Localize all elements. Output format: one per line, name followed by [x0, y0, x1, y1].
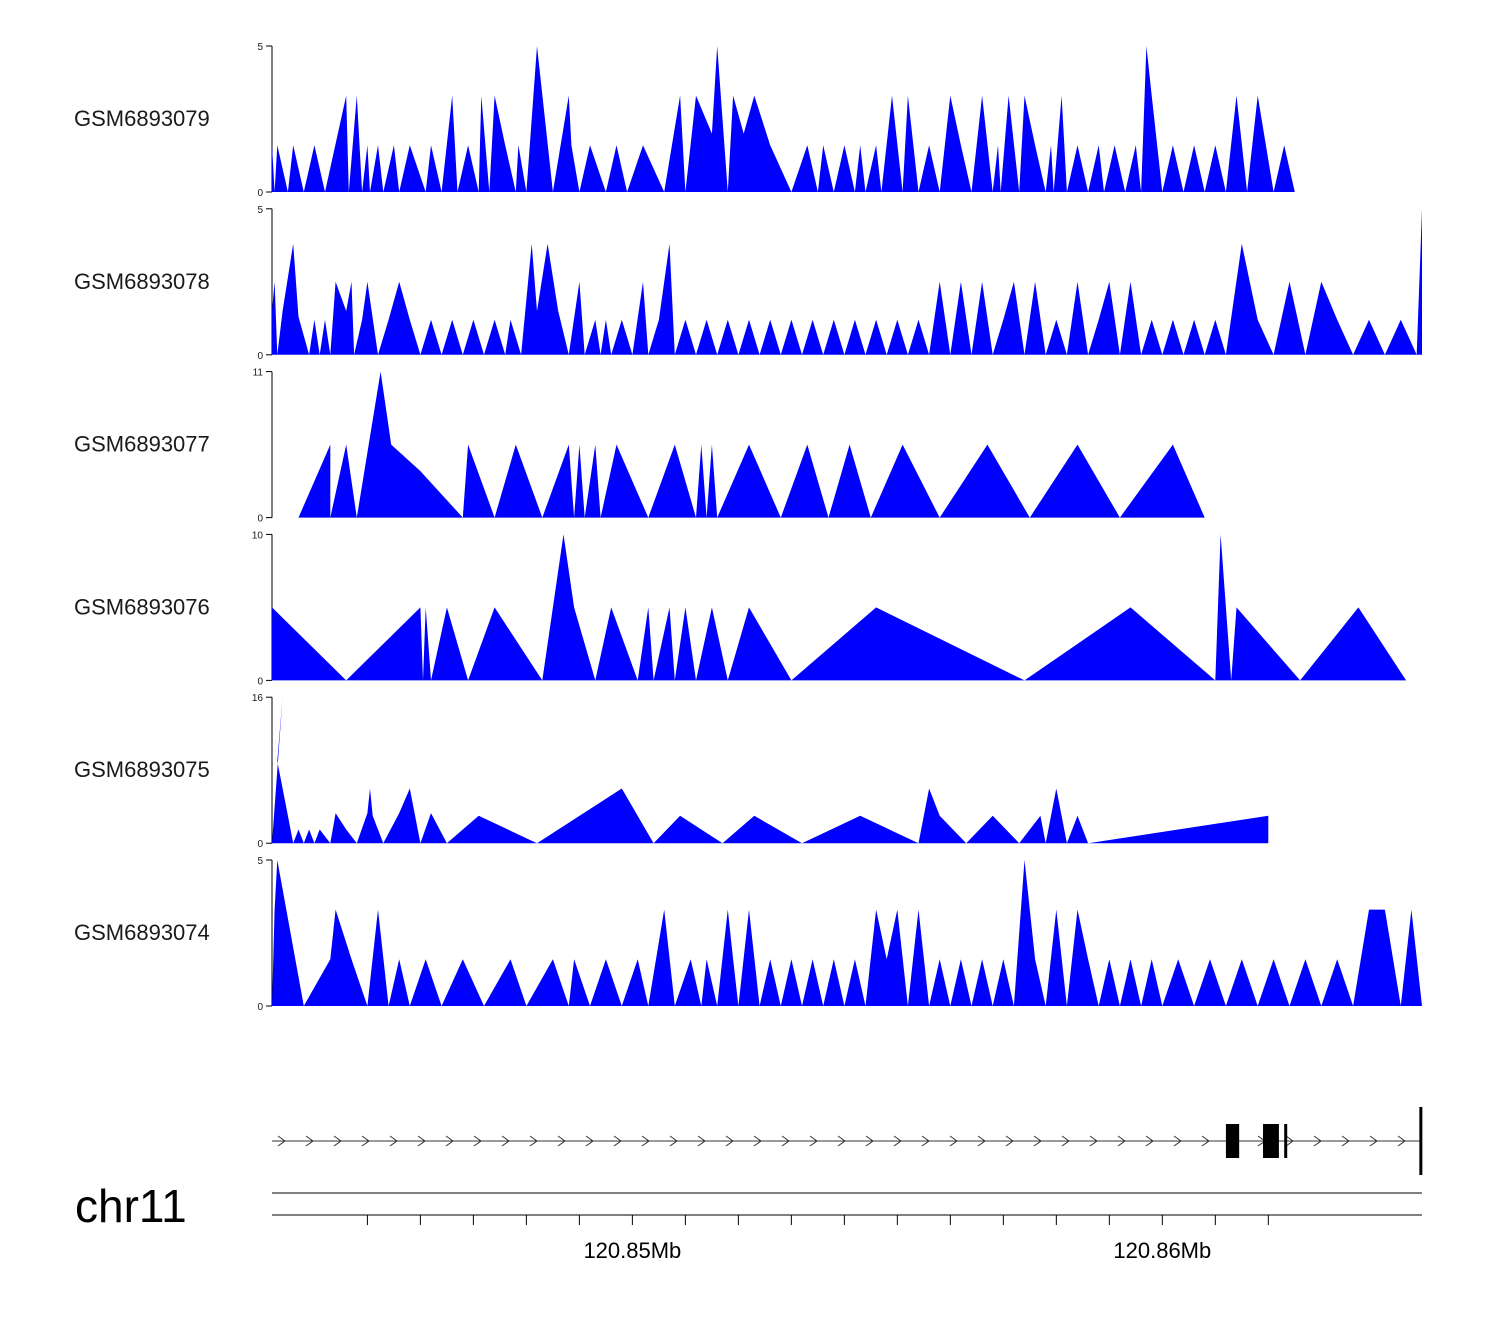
track-label: GSM6893075: [74, 757, 210, 782]
strand-arrow: [417, 1135, 426, 1147]
strand-arrow: [725, 1135, 734, 1147]
y-tick-label-min: 0: [257, 351, 263, 362]
track-GSM6893074: GSM6893074 5 0: [74, 856, 1422, 1013]
coverage-area: [272, 860, 1422, 1006]
coverage-area: [272, 534, 1407, 681]
strand-arrow: [781, 1135, 790, 1147]
strand-arrow: [893, 1135, 902, 1147]
strand-arrow: [669, 1135, 678, 1147]
coverage-area: [298, 371, 1205, 518]
y-tick-label-min: 0: [257, 676, 263, 687]
axis-tick-label: 120.85Mb: [583, 1238, 681, 1263]
y-tick-label-max: 10: [252, 530, 264, 541]
y-tick-label-max: 16: [252, 693, 264, 704]
strand-arrow: [809, 1135, 818, 1147]
strand-arrow: [529, 1135, 538, 1147]
y-tick-label-max: 5: [257, 856, 263, 867]
strand-arrow: [865, 1135, 874, 1147]
strand-arrow: [1173, 1135, 1182, 1147]
strand-arrow: [1341, 1135, 1350, 1147]
track-label: GSM6893076: [74, 594, 210, 619]
strand-arrow: [613, 1135, 622, 1147]
exon-block: [1225, 1124, 1240, 1158]
strand-arrow: [697, 1135, 706, 1147]
track-GSM6893076: GSM6893076 10 0: [74, 530, 1407, 687]
chromosome-label: chr11: [75, 1180, 187, 1232]
strand-arrow: [921, 1135, 930, 1147]
strand-arrow: [389, 1135, 398, 1147]
track-GSM6893077: GSM6893077 11 0: [74, 368, 1205, 525]
strand-arrow: [641, 1135, 650, 1147]
strand-arrow: [277, 1135, 286, 1147]
gene-model-track: [272, 1107, 1423, 1175]
strand-arrow: [1145, 1135, 1154, 1147]
genome-axis: 120.85Mb 120.86Mb: [272, 1192, 1422, 1263]
y-tick-label-min: 0: [257, 839, 263, 850]
y-tick-label-min: 0: [257, 188, 263, 199]
coverage-area: [272, 697, 1269, 844]
strand-arrow: [1089, 1135, 1098, 1147]
exon-block: [1263, 1124, 1279, 1158]
track-GSM6893075: GSM6893075 16 0: [74, 693, 1269, 850]
strand-arrow: [977, 1135, 986, 1147]
exon-block: [1284, 1124, 1288, 1158]
strand-arrow: [557, 1135, 566, 1147]
strand-arrow: [361, 1135, 370, 1147]
track-label: GSM6893077: [74, 432, 210, 457]
strand-arrow: [1005, 1135, 1014, 1147]
strand-arrow: [1285, 1135, 1294, 1147]
y-tick-label-max: 5: [257, 205, 263, 216]
exon-block: [1419, 1107, 1423, 1175]
y-tick-label-max: 11: [253, 368, 264, 379]
strand-arrow: [1033, 1135, 1042, 1147]
strand-arrow: [333, 1135, 342, 1147]
y-tick-label-max: 5: [257, 42, 263, 53]
strand-arrow: [1397, 1135, 1406, 1147]
strand-arrow: [1369, 1135, 1378, 1147]
strand-arrow: [1313, 1135, 1322, 1147]
data-tracks: GSM689307950GSM689307850GSM6893077110GSM…: [74, 42, 1422, 1013]
strand-arrow: [585, 1135, 594, 1147]
track-GSM6893078: GSM6893078 5 0: [74, 205, 1422, 362]
strand-arrow: [473, 1135, 482, 1147]
strand-arrow: [1061, 1135, 1070, 1147]
strand-arrow: [501, 1135, 510, 1147]
strand-arrow: [949, 1135, 958, 1147]
coverage-area: [272, 208, 1422, 355]
strand-arrow: [1201, 1135, 1210, 1147]
strand-arrow: [837, 1135, 846, 1147]
strand-arrow: [753, 1135, 762, 1147]
strand-arrow: [445, 1135, 454, 1147]
axis-tick-label: 120.86Mb: [1113, 1238, 1211, 1263]
track-label: GSM6893078: [74, 269, 210, 294]
y-tick-label-min: 0: [257, 1002, 263, 1013]
y-tick-label-min: 0: [257, 514, 263, 525]
strand-arrow: [1117, 1135, 1126, 1147]
track-GSM6893079: GSM6893079 5 0: [74, 42, 1422, 199]
track-label: GSM6893074: [74, 920, 210, 945]
strand-arrow: [305, 1135, 314, 1147]
track-label: GSM6893079: [74, 106, 210, 131]
coverage-area: [272, 46, 1422, 192]
